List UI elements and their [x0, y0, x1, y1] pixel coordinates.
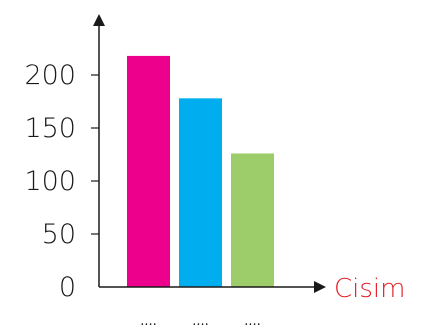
- category-label: ....: [192, 314, 209, 329]
- category-label: ....: [140, 314, 157, 329]
- axes-group: [93, 14, 326, 293]
- y-tick-label: 100: [24, 166, 76, 197]
- bars-group: [127, 55, 274, 287]
- category-labels-group: ............: [140, 314, 261, 329]
- y-tick-label: 0: [59, 272, 76, 303]
- bar-1: [127, 55, 170, 287]
- y-axis-arrow-icon: [93, 14, 105, 26]
- category-label: ....: [244, 314, 261, 329]
- y-tick-label: 200: [24, 60, 76, 91]
- y-tick-label: 50: [42, 219, 76, 250]
- y-ticks-group: 0 50 100 150 200: [24, 60, 99, 303]
- x-axis-label: Cisim: [334, 274, 405, 304]
- bar-2: [179, 98, 222, 287]
- bar-3: [231, 153, 274, 287]
- y-tick-label: 150: [24, 113, 76, 144]
- x-axis-arrow-icon: [314, 281, 326, 293]
